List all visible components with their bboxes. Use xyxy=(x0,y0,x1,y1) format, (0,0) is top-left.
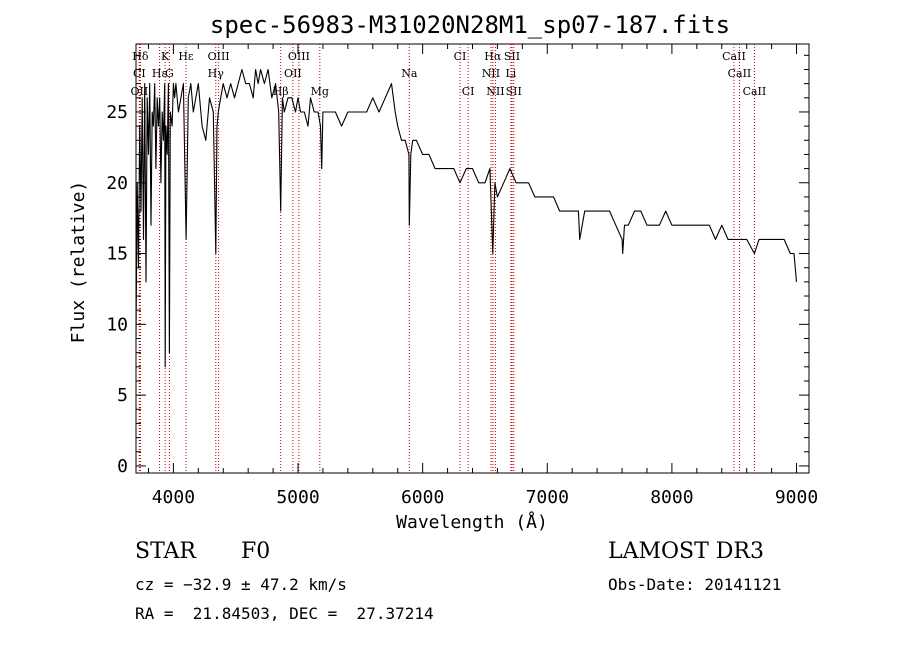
line-label-16: Li xyxy=(505,67,516,80)
line-label-10: Hε xyxy=(152,67,168,80)
line-label-15: NII xyxy=(482,67,500,80)
line-label-17: CaII xyxy=(728,67,752,80)
y-axis-label: Flux (relative) xyxy=(68,181,89,344)
line-label-9: CI xyxy=(133,67,146,80)
line-label-18: OII xyxy=(131,85,149,98)
y-tick-label-10: 10 xyxy=(106,314,128,335)
line-label-23: SII xyxy=(506,85,522,98)
x-tick-label-6000: 6000 xyxy=(401,487,444,508)
x-tick-label-7000: 7000 xyxy=(526,487,569,508)
x-tick-label-8000: 8000 xyxy=(650,487,693,508)
spectrum-layer xyxy=(135,68,798,368)
x-tick-label-9000: 9000 xyxy=(775,487,818,508)
line-label-4: OIII xyxy=(288,50,310,63)
line-label-5: CI xyxy=(454,50,467,63)
survey-label: LAMOST DR3 xyxy=(608,539,764,564)
line-label-11: G xyxy=(165,67,174,80)
y-tick-label-15: 15 xyxy=(106,244,128,265)
line-label-13: OII xyxy=(284,67,302,80)
y-tick-label-20: 20 xyxy=(106,173,128,194)
x-axis: 4000 5000 6000 7000 8000 9000 xyxy=(147,44,818,508)
line-label-6: Hα xyxy=(484,50,502,63)
coordinates: RA = 21.84503, DEC = 27.37214 xyxy=(135,604,434,623)
plot-frame xyxy=(135,43,810,474)
x-tick-label-5000: 5000 xyxy=(276,487,319,508)
y-tick-label-5: 5 xyxy=(117,385,128,406)
line-label-3: OIII xyxy=(208,50,230,63)
line-label-2: Hε xyxy=(178,50,194,63)
observation-date: Obs-Date: 20141121 xyxy=(608,575,782,594)
object-class: STAR xyxy=(135,539,196,564)
x-tick-label-4000: 4000 xyxy=(152,487,195,508)
line-label-24: CaII xyxy=(743,85,767,98)
line-label-12: Hγ xyxy=(208,67,225,80)
line-label-0: Hδ xyxy=(132,50,149,63)
line-label-22: NII xyxy=(486,85,504,98)
line-label-1: K xyxy=(161,50,170,63)
line-label-20: Mg xyxy=(311,85,329,98)
redshift-value: cz = −32.9 ± 47.2 km/s xyxy=(135,575,347,594)
line-label-21: CI xyxy=(462,85,475,98)
y-axis: 0 5 10 15 20 25 xyxy=(106,54,809,477)
y-tick-label-25: 25 xyxy=(106,102,128,123)
line-label-7: SII xyxy=(504,50,520,63)
chart-title: spec-56983-M31020N28M1_sp07-187.fits xyxy=(210,11,730,39)
y-tick-label-0: 0 xyxy=(117,456,128,477)
object-subclass: F0 xyxy=(241,539,271,564)
line-label-8: CaII xyxy=(722,50,746,63)
x-axis-label: Wavelength (Å) xyxy=(396,511,548,533)
spectrum-line xyxy=(135,68,798,368)
line-label-14: Na xyxy=(401,67,418,80)
